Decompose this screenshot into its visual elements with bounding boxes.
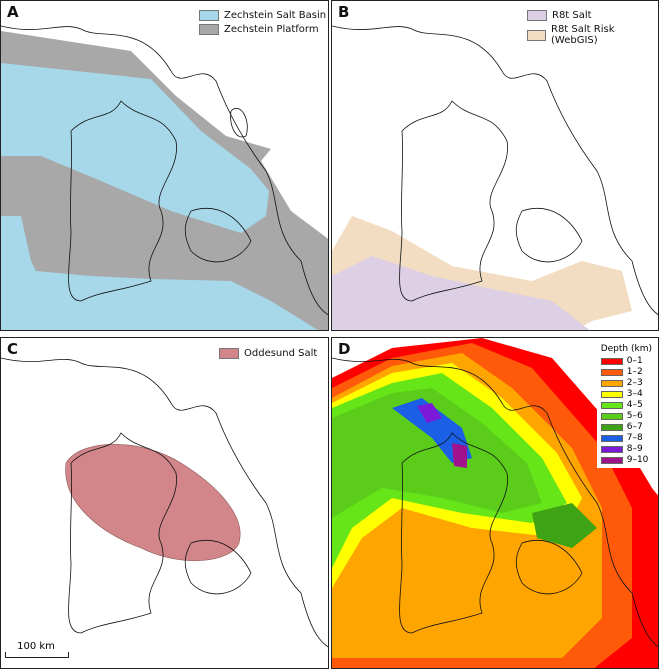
legend-title: Depth (km)	[600, 344, 652, 354]
legend-label: 2–3	[626, 378, 643, 388]
legend-swatch	[527, 29, 546, 41]
depth-9-10	[452, 443, 467, 468]
map-b	[332, 25, 658, 330]
coastline	[1, 25, 328, 316]
legend-item: Zechstein Salt Basin	[199, 10, 326, 21]
legend-label: Oddesund Salt	[244, 348, 318, 359]
legend-label: 4–5	[626, 400, 643, 410]
legend: R8t Salt R8t Salt Risk (WebGIS)	[527, 10, 658, 49]
map-d	[332, 338, 658, 668]
scale-line	[5, 652, 69, 658]
panel-label: A	[7, 3, 19, 21]
depth-legend: Depth (km) 0–1 1–2 2–3 3–4 4–5 5–6 6–7 7–8 8–9 9–…	[596, 342, 656, 468]
panel-label: C	[7, 340, 19, 358]
legend-swatch	[600, 456, 623, 464]
scale-bar: 100 km	[5, 641, 69, 658]
legend-label: 7–8	[626, 433, 643, 443]
legend-item: 0–1	[600, 356, 652, 366]
legend-item: Zechstein Platform	[199, 24, 326, 35]
legend-swatch	[199, 10, 219, 21]
panel-label: D	[338, 340, 351, 358]
scale-label: 100 km	[17, 641, 55, 652]
legend-item: 5–6	[600, 411, 652, 421]
zechstein-basin-area	[1, 63, 269, 233]
legend-swatch	[600, 423, 623, 431]
legend-label: Zechstein Salt Basin	[224, 10, 327, 21]
legend-item: R8t Salt	[527, 10, 658, 21]
legend-item: 9–10	[600, 455, 652, 465]
legend-label: 9–10	[626, 455, 649, 465]
legend-swatch	[199, 24, 219, 35]
legend-item: 6–7	[600, 422, 652, 432]
legend-swatch	[600, 434, 623, 442]
legend-swatch	[600, 445, 623, 453]
legend-label: 3–4	[626, 389, 643, 399]
legend-item: R8t Salt Risk (WebGIS)	[527, 24, 658, 46]
legend-item: 2–3	[600, 378, 652, 388]
legend-swatch	[600, 401, 623, 409]
coastline	[1, 357, 328, 648]
panel-c-map: C Oddesund Salt 100 km	[0, 337, 329, 669]
depth-5-6	[332, 388, 542, 518]
legend-swatch	[600, 368, 623, 376]
depth-7-8	[392, 398, 472, 463]
legend-swatch	[600, 379, 623, 387]
legend-label: 0–1	[626, 356, 643, 366]
legend-item: 8–9	[600, 444, 652, 454]
zechstein-basin-area	[1, 216, 318, 330]
legend-item: 1–2	[600, 367, 652, 377]
panel-a-map: A Zechstein Salt Basin Zechstein Platfor…	[0, 0, 329, 331]
legend-item: 3–4	[600, 389, 652, 399]
legend-item: 7–8	[600, 433, 652, 443]
legend-swatch	[600, 357, 623, 365]
legend-swatch	[600, 390, 623, 398]
legend-swatch	[219, 348, 239, 359]
map-c	[1, 357, 328, 648]
r8t-salt-area	[332, 256, 590, 330]
legend: Oddesund Salt	[219, 348, 318, 362]
coastline	[332, 25, 658, 316]
panel-b-map: B R8t Salt R8t Salt Risk (WebGIS)	[331, 0, 659, 331]
legend-item: 4–5	[600, 400, 652, 410]
depth-6-7	[532, 503, 597, 548]
legend-label: 8–9	[626, 444, 643, 454]
legend-items: 0–1 1–2 2–3 3–4 4–5 5–6 6–7 7–8 8–9 9–10	[600, 356, 652, 465]
legend-label: 5–6	[626, 411, 643, 421]
legend-label: Zechstein Platform	[224, 24, 319, 35]
legend-label: 1–2	[626, 367, 643, 377]
legend-swatch	[600, 412, 623, 420]
panel-d-map: D Depth (km) 0–1 1–2 2–3 3–4 4–5 5–6 6–7 7–8 8–9…	[331, 337, 659, 669]
legend-label: R8t Salt Risk (WebGIS)	[551, 24, 615, 46]
legend-label: R8t Salt	[552, 10, 592, 21]
legend-swatch	[527, 10, 547, 21]
oddesund-salt-area	[65, 443, 241, 562]
legend: Zechstein Salt Basin Zechstein Platform	[199, 10, 327, 38]
panel-label: B	[338, 3, 350, 21]
depth-8-9	[417, 403, 442, 423]
legend-label: 6–7	[626, 422, 643, 432]
map-a	[1, 25, 328, 330]
legend-item: Oddesund Salt	[219, 348, 317, 359]
coastline	[332, 357, 658, 648]
